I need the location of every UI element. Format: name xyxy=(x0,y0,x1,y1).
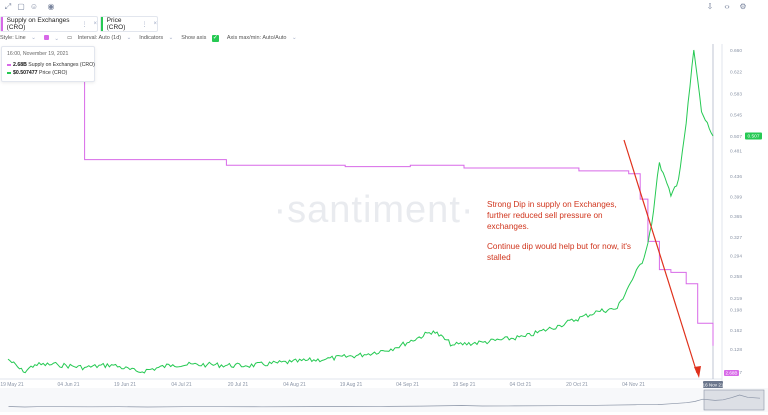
price-axis-tick: 0.294 xyxy=(730,254,742,260)
close-icon[interactable]: × xyxy=(93,21,97,27)
interval-label: Interval: Auto (1d) xyxy=(77,35,122,41)
x-tick-label: 20 Oct 21 xyxy=(566,382,588,388)
price-axis-tick: 0.258 xyxy=(730,274,742,280)
price-axis-tick: 0.087 xyxy=(730,370,742,376)
metric-tab-price[interactable]: Price (CRO) ⋮ × xyxy=(100,16,158,32)
legend-swatch xyxy=(7,63,11,66)
x-tick-label: 20 Jul 21 xyxy=(228,382,249,388)
value-badges: 0.507 2.68B xyxy=(724,132,762,376)
calendar-icon: ▭ xyxy=(66,35,73,41)
x-tick-label: 04 Jun 21 xyxy=(58,382,80,388)
tooltip-label: Supply on Exchanges (CRO) xyxy=(28,62,95,68)
price-axis-tick: 0.481 xyxy=(730,149,742,155)
chevron-down-icon: ⌄ xyxy=(168,35,174,41)
chevron-down-icon: ⌄ xyxy=(31,35,36,41)
code-icon[interactable]: ‹› xyxy=(724,2,730,11)
style-label: Style: Line xyxy=(0,35,26,41)
annotation-arrowhead xyxy=(694,366,701,378)
chart-settings-bar: Style: Line ⌄ ⌄ ▭ Interval: Auto (1d) ⌄ … xyxy=(0,33,305,43)
price-axis-tick: 0.583 xyxy=(730,91,742,97)
legend-swatch xyxy=(7,71,11,74)
axis-mode-select[interactable]: Axis max/min: Auto/Auto ⌄ xyxy=(227,35,301,41)
price-color-marker xyxy=(101,17,103,31)
annotation-paragraph-1: Strong Dip in supply on Exchanges, furth… xyxy=(487,200,617,231)
price-axis-tick: 0.660 xyxy=(730,48,742,54)
show-axis-toggle[interactable]: Show axis ✓ xyxy=(181,34,223,42)
checkbox-checked-icon[interactable]: ✓ xyxy=(211,34,219,42)
price-axis-tick: 0.198 xyxy=(730,308,742,314)
navigator-line xyxy=(8,394,761,408)
price-axis-tick: 0.545 xyxy=(730,113,742,119)
chevron-down-icon: ⌄ xyxy=(292,35,297,41)
toolbar: ⤢ ▢ ☺ ◉ ⇩ ‹› ⚙ xyxy=(0,0,768,14)
eye-icon[interactable]: ◉ xyxy=(47,2,55,11)
price-axis-tick: 0.327 xyxy=(730,235,742,241)
color-swatch xyxy=(43,34,49,40)
price-axis-tick: 0.507 xyxy=(730,134,742,140)
x-axis-ticks: 19 May 21 04 Jun 21 19 Jun 21 04 Jul 21 20 J… xyxy=(0,381,724,388)
x-tick-label: 19 Aug 21 xyxy=(340,382,363,388)
indicators-select[interactable]: Indicators ⌄ xyxy=(139,35,177,41)
price-axis-tick: 0.365 xyxy=(730,214,742,220)
menu-dots-icon[interactable]: ⋮ xyxy=(141,21,148,28)
watermark: ·santiment· xyxy=(273,189,474,231)
chevron-down-icon: ⌄ xyxy=(126,35,132,41)
x-tick-label: 04 Aug 21 xyxy=(283,382,306,388)
x-end-label: 16 Nov 21 xyxy=(703,382,724,387)
price-axis-tick: 0.622 xyxy=(730,69,742,75)
annotation-text: Strong Dip in supply on Exchanges, furth… xyxy=(487,199,637,272)
tooltip-date: 16:00, November 19, 2021 xyxy=(7,51,69,57)
interval-select[interactable]: ▭ Interval: Auto (1d) ⌄ xyxy=(67,35,135,41)
download-icon[interactable]: ⇩ xyxy=(706,2,714,11)
metric-tab-label: Supply on Exchanges (CRO) xyxy=(6,17,70,31)
supply-value-label: 2.68B xyxy=(725,371,737,376)
price-axis-tick: 0.162 xyxy=(730,328,742,334)
x-tick-label: 04 Nov 21 xyxy=(622,382,645,388)
expand-icon[interactable]: ⤢ xyxy=(4,2,12,11)
tooltip-row-supply: 2.68B Supply on Exchanges (CRO) xyxy=(7,62,95,68)
price-axis-tick: 0.436 xyxy=(730,174,742,180)
x-tick-label: 19 Sep 21 xyxy=(453,382,476,388)
metric-tab-supply[interactable]: Supply on Exchanges (CRO) ⋮ × xyxy=(0,16,98,32)
indicators-label: Indicators xyxy=(139,35,164,41)
tooltip-value: $0.507477 xyxy=(13,70,38,76)
price-axis-tick: 0.219 xyxy=(730,296,742,302)
x-tick-label: 04 Sep 21 xyxy=(396,382,419,388)
navigator-panel[interactable] xyxy=(0,388,768,412)
supply-color-marker xyxy=(1,17,3,31)
menu-dots-icon[interactable]: ⋮ xyxy=(81,21,88,28)
axis-mode-label: Axis max/min: Auto/Auto xyxy=(226,35,287,41)
y-axis-ticks: 0.660 0.622 0.583 0.545 0.507 0.481 0.436 0.399… xyxy=(730,48,742,376)
color-picker[interactable]: ⌄ xyxy=(43,34,63,42)
show-axis-label: Show axis xyxy=(181,34,207,41)
x-end-badge xyxy=(703,381,723,388)
chart-tooltip: 16:00, November 19, 2021 2.68B Supply on… xyxy=(1,46,95,82)
x-tick-label: 04 Oct 21 xyxy=(510,382,532,388)
comment-icon[interactable]: ▢ xyxy=(17,2,25,11)
price-axis-tick: 0.399 xyxy=(730,195,742,201)
tooltip-row-price: $0.507477 Price (CRO) xyxy=(7,70,67,76)
price-value-badge xyxy=(745,132,762,140)
x-tick-label: 19 May 21 xyxy=(0,382,24,388)
gear-icon[interactable]: ⚙ xyxy=(739,2,747,11)
chevron-down-icon: ⌄ xyxy=(54,35,59,42)
supply-value-badge xyxy=(724,370,739,376)
price-value-label: 0.507 xyxy=(747,134,759,140)
tooltip-label: Price (CRO) xyxy=(38,70,68,76)
smile-icon[interactable]: ☺ xyxy=(29,2,39,11)
style-select[interactable]: Style: Line ⌄ xyxy=(0,35,40,41)
tooltip-value: 2.68B xyxy=(13,62,27,68)
close-icon[interactable]: × xyxy=(153,21,157,27)
metric-tab-label: Price (CRO) xyxy=(106,17,126,31)
navigator-selection[interactable] xyxy=(703,389,765,411)
x-tick-label: 04 Jul 21 xyxy=(171,382,192,388)
annotation-paragraph-2: Continue dip would help but for now, it'… xyxy=(487,242,632,262)
price-axis-tick: 0.128 xyxy=(730,347,742,353)
x-tick-label: 19 Jun 21 xyxy=(114,382,136,388)
